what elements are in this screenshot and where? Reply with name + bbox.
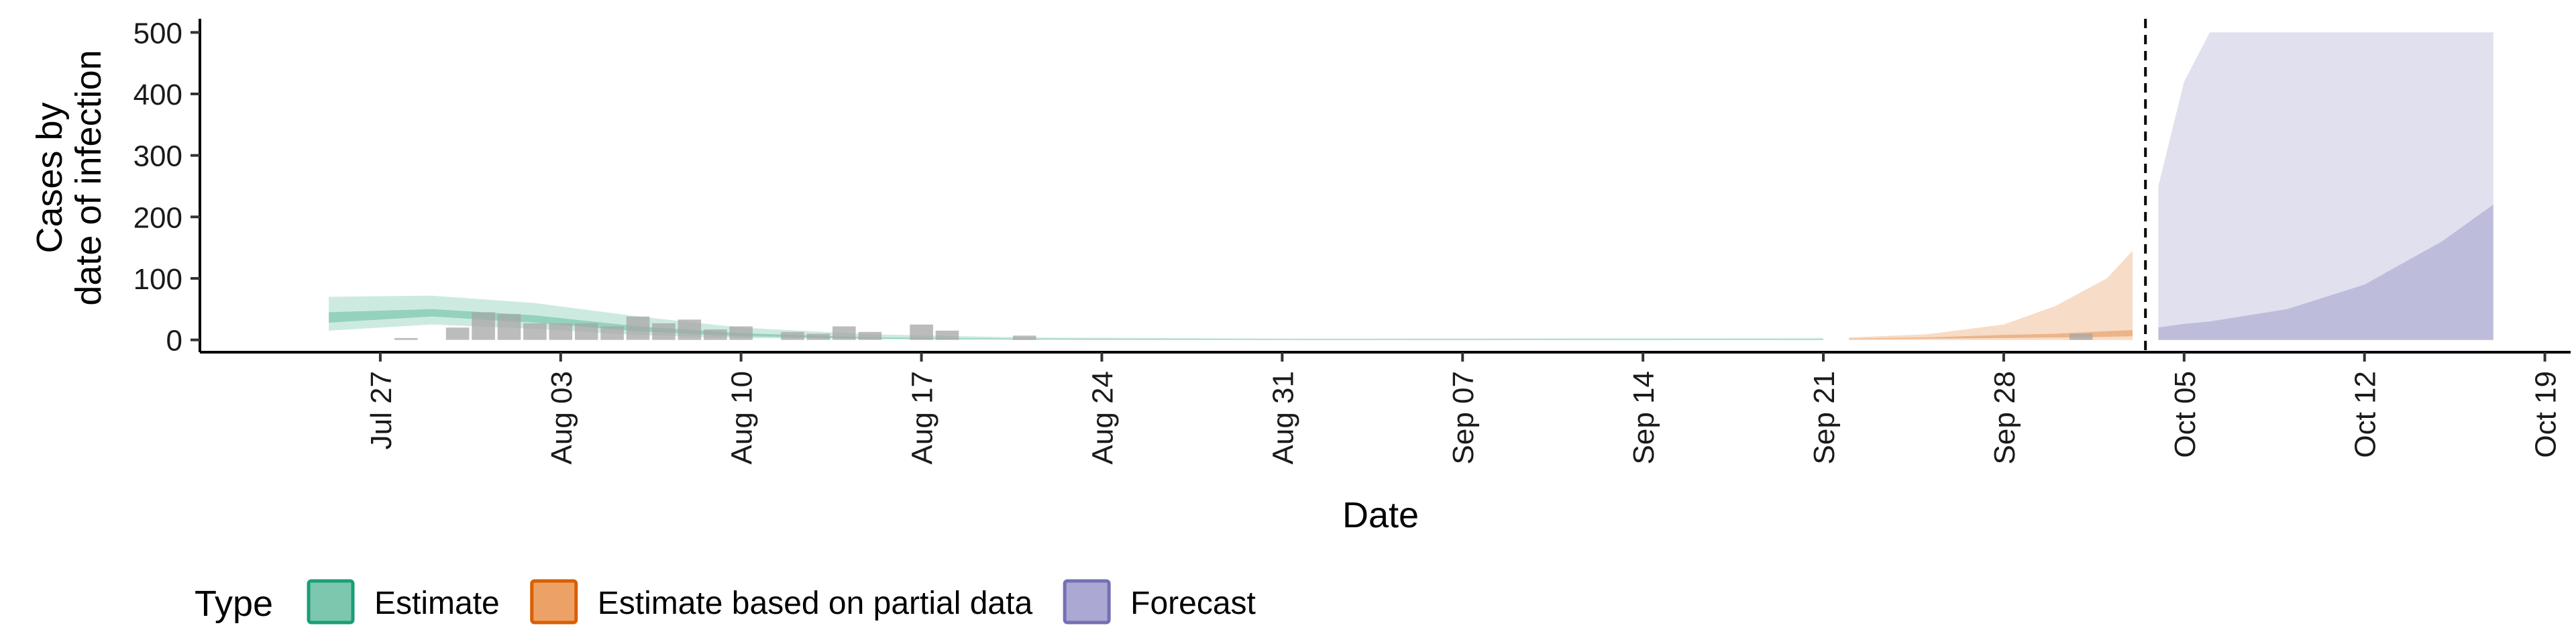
x-tick-label-12: Oct 19: [2530, 371, 2563, 458]
observed-bar-19: [1012, 335, 1036, 340]
observed-bar-7: [600, 326, 624, 340]
observed-bar-9: [652, 323, 676, 340]
series-1-band-50: [1849, 330, 2133, 339]
axes-layer: 0 100 200 300 400 500 Jul 27 Aug 03 Aug 10 Aug 17…: [133, 17, 2571, 464]
series-2: [2158, 32, 2493, 340]
legend-title: Type: [195, 584, 273, 624]
legend-item-0: Estimate: [307, 579, 500, 625]
y-tick-label-1: 100: [133, 263, 182, 296]
series-2-band-90: [2158, 32, 2493, 340]
observed-bar-15: [833, 326, 856, 340]
y-tick-label-2: 200: [133, 201, 182, 234]
x-tick-label-10: Oct 05: [2169, 371, 2202, 458]
legend-swatch-1: [530, 579, 578, 625]
observed-bar-13: [781, 331, 804, 340]
x-tick-label-11: Oct 12: [2349, 371, 2382, 458]
legend-label-2: Forecast: [1130, 586, 1256, 621]
series-1: [1849, 250, 2133, 340]
observed-bar-0: [394, 337, 418, 340]
x-axis-title: Date: [1342, 495, 1419, 535]
observed-bar-5: [549, 323, 573, 340]
x-tick-label-3: Aug 17: [906, 371, 939, 464]
observed-bar-8: [626, 316, 650, 340]
observed-bar-10: [678, 319, 702, 340]
observed-bar-1: [445, 327, 470, 340]
observed-bar-2: [472, 312, 495, 340]
x-tick-label-1: Aug 03: [545, 371, 578, 464]
y-axis-title-line-2: date of infection: [68, 50, 109, 305]
y-tick-label-4: 400: [133, 78, 182, 111]
series-0: [329, 295, 1823, 340]
legend-item-1: Estimate based on partial data: [530, 579, 1033, 625]
y-axis-title: Cases by date of infection: [30, 50, 109, 305]
legend-swatch-0: [307, 579, 355, 625]
legend: Type Estimate Estimate based on partial da…: [195, 579, 1256, 625]
series-0-band-50: [329, 309, 1823, 340]
x-tick-label-6: Sep 07: [1447, 371, 1480, 464]
observed-bar-17: [910, 324, 933, 340]
observed-bars-layer: [394, 312, 2093, 340]
legend-label-1: Estimate based on partial data: [598, 586, 1033, 621]
x-tick-label-5: Aug 31: [1267, 371, 1299, 464]
legend-swatch-2: [1063, 579, 1111, 625]
observed-bar-14: [806, 333, 830, 340]
y-tick-label-0: 0: [166, 325, 182, 358]
series-2-band-50: [2158, 205, 2493, 340]
observed-bar-18: [935, 330, 959, 340]
y-tick-label-5: 500: [133, 17, 182, 50]
y-tick-label-3: 300: [133, 140, 182, 173]
x-tick-label-9: Sep 28: [1988, 371, 2021, 464]
series-layer: [329, 32, 2493, 340]
x-tick-label-2: Aug 10: [726, 371, 759, 464]
x-tick-label-0: Jul 27: [365, 371, 398, 449]
observed-bar-3: [497, 314, 521, 340]
observed-bar-6: [574, 323, 598, 340]
observed-bar-16: [858, 331, 882, 340]
series-0-band-90: [329, 295, 1823, 340]
x-tick-label-8: Sep 21: [1808, 371, 1841, 464]
observed-bar-11: [704, 329, 727, 340]
x-tick-label-7: Sep 14: [1627, 371, 1660, 464]
legend-label-0: Estimate: [374, 586, 500, 621]
legend-item-2: Forecast: [1063, 579, 1256, 625]
series-1-band-90: [1849, 250, 2133, 340]
x-tick-label-4: Aug 24: [1087, 371, 1120, 464]
observed-bar-12: [729, 326, 753, 340]
y-axis-title-line-1: Cases by: [30, 102, 70, 253]
observed-bar-4: [523, 323, 547, 340]
observed-bar-20: [2069, 333, 2093, 340]
